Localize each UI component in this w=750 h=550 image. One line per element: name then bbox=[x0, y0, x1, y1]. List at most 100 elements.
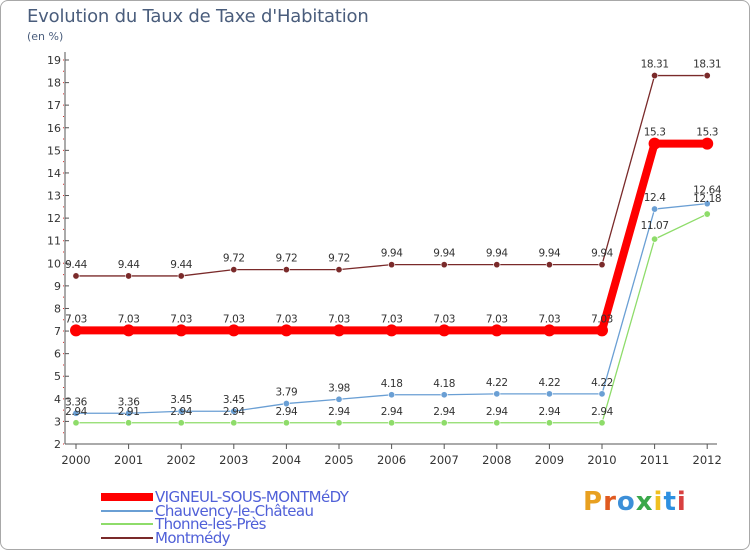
brand-letter: i bbox=[653, 487, 664, 517]
data-label: 7.03 bbox=[118, 313, 140, 325]
y-tick-label: 17 bbox=[47, 99, 61, 112]
data-label: 7.03 bbox=[328, 313, 350, 325]
data-label: 18.31 bbox=[641, 59, 669, 71]
series-point-2 bbox=[282, 419, 290, 427]
series-point-2 bbox=[335, 419, 343, 427]
data-label: 3.98 bbox=[328, 382, 350, 394]
brand-letter: x bbox=[635, 487, 654, 517]
data-label: 2.94 bbox=[328, 406, 350, 418]
x-tick-label: 2003 bbox=[219, 453, 248, 467]
data-label: 9.44 bbox=[170, 259, 192, 271]
series-point-2 bbox=[440, 419, 448, 427]
legend-label: Thonne-les-Près bbox=[155, 515, 266, 533]
data-label: 9.72 bbox=[328, 253, 350, 265]
x-tick-label: 2012 bbox=[693, 453, 722, 467]
series-point-2 bbox=[388, 419, 396, 427]
brand-logo: Proxiti bbox=[583, 487, 687, 517]
x-tick-label: 2005 bbox=[324, 453, 353, 467]
data-label: 9.94 bbox=[433, 248, 455, 260]
series-point-1 bbox=[230, 407, 238, 415]
y-tick-label: 19 bbox=[47, 54, 61, 67]
brand-letter: i bbox=[676, 487, 687, 517]
data-label: 18.31 bbox=[693, 59, 721, 71]
brand-letter: r bbox=[603, 487, 617, 517]
data-label: 4.18 bbox=[381, 378, 403, 390]
series-point-0 bbox=[385, 324, 398, 337]
series-point-3 bbox=[440, 261, 448, 269]
data-label: 9.44 bbox=[65, 259, 87, 271]
y-tick-label: 8 bbox=[54, 302, 61, 315]
x-tick-label: 2011 bbox=[640, 453, 669, 467]
data-label: 7.03 bbox=[433, 313, 455, 325]
legend-swatch bbox=[101, 523, 153, 525]
series-point-1 bbox=[651, 205, 659, 213]
series-point-3 bbox=[545, 261, 553, 269]
brand-letter: o bbox=[616, 487, 636, 517]
series-point-0 bbox=[596, 324, 608, 337]
y-tick-label: 18 bbox=[47, 77, 61, 90]
series-point-1 bbox=[545, 390, 553, 398]
series-point-3 bbox=[703, 72, 711, 80]
data-label: 9.72 bbox=[223, 253, 245, 265]
series-point-3 bbox=[72, 272, 80, 280]
y-tick-label: 6 bbox=[54, 348, 61, 361]
series-point-3 bbox=[125, 272, 133, 280]
data-label: 7.03 bbox=[591, 313, 613, 325]
data-label: 2.94 bbox=[381, 406, 403, 418]
y-tick-label: 5 bbox=[54, 370, 61, 383]
series-point-0 bbox=[122, 324, 135, 337]
data-label: 15.3 bbox=[696, 127, 718, 139]
data-label: 4.22 bbox=[539, 377, 561, 389]
series-point-0 bbox=[280, 324, 293, 337]
y-tick-label: 2 bbox=[54, 438, 61, 451]
data-label: 4.22 bbox=[591, 377, 613, 389]
y-tick-label: 10 bbox=[47, 257, 61, 270]
data-label: 3.45 bbox=[223, 394, 245, 406]
series-point-2 bbox=[230, 419, 238, 427]
y-tick-label: 4 bbox=[54, 393, 61, 406]
series-point-0 bbox=[175, 324, 188, 337]
y-tick-label: 9 bbox=[54, 280, 61, 293]
data-label: 2.94 bbox=[591, 406, 613, 418]
data-label: 12.64 bbox=[693, 185, 722, 197]
legend-label: Chauvency-le-Château bbox=[155, 502, 314, 520]
data-label: 9.94 bbox=[539, 248, 561, 260]
data-label: 12.4 bbox=[644, 192, 666, 204]
series-point-3 bbox=[177, 272, 185, 280]
series-point-3 bbox=[335, 266, 343, 274]
series-point-1 bbox=[72, 409, 80, 417]
chart-title: Evolution du Taux de Taxe d'Habitation bbox=[27, 6, 369, 27]
data-label: 15.3 bbox=[644, 127, 666, 139]
series-point-0 bbox=[70, 324, 82, 337]
data-label: 3.36 bbox=[65, 396, 87, 408]
legend-swatch bbox=[101, 510, 153, 512]
series-point-3 bbox=[230, 266, 238, 274]
series-point-3 bbox=[282, 266, 290, 274]
series-point-1 bbox=[388, 391, 396, 399]
data-label: 4.18 bbox=[433, 378, 455, 390]
data-label: 7.03 bbox=[223, 313, 245, 325]
data-label: 7.03 bbox=[486, 313, 508, 325]
data-label: 3.45 bbox=[170, 394, 192, 406]
series-point-1 bbox=[493, 390, 501, 398]
series-point-3 bbox=[598, 261, 606, 269]
series-point-1 bbox=[440, 391, 448, 399]
x-tick-label: 2007 bbox=[430, 453, 459, 467]
x-tick-label: 2000 bbox=[61, 453, 90, 467]
chart-subtitle: (en %) bbox=[27, 30, 64, 43]
brand-letter: P bbox=[583, 487, 604, 517]
data-label: 2.94 bbox=[539, 406, 561, 418]
y-tick-label: 16 bbox=[47, 122, 61, 135]
x-tick-label: 2010 bbox=[587, 453, 616, 467]
series-point-2 bbox=[545, 419, 553, 427]
data-label: 7.03 bbox=[381, 313, 403, 325]
series-point-2 bbox=[651, 235, 659, 243]
series-point-2 bbox=[177, 419, 185, 427]
y-tick-label: 7 bbox=[54, 325, 61, 338]
data-label: 3.36 bbox=[118, 396, 140, 408]
y-tick-label: 14 bbox=[47, 167, 61, 180]
series-point-3 bbox=[388, 261, 396, 269]
series-point-3 bbox=[651, 72, 659, 80]
legend-label: Montmédy bbox=[155, 529, 231, 547]
